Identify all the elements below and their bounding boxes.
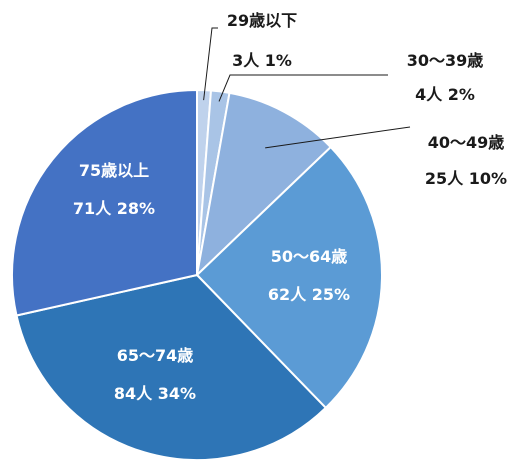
- slice-label-29-under-value: 3人 1%: [232, 51, 292, 70]
- pie-slice-3: [195, 145, 383, 410]
- slice-label-40-49-value: 25人 10%: [425, 169, 507, 188]
- slices-layer: [11, 88, 383, 461]
- slice-label-30-39-value: 4人 2%: [415, 85, 475, 104]
- leader-line-30-39: [218, 74, 388, 102]
- slice-label-65-74-value: 84人 34%: [114, 384, 196, 403]
- slice-label-75-over-name: 75歳以上: [79, 161, 149, 180]
- slice-label-50-64-name: 50〜64歳: [271, 247, 348, 266]
- slice-label-65-74-name: 65〜74歳: [117, 346, 194, 365]
- slice-label-50-64-value: 62人 25%: [268, 285, 350, 304]
- pie-slice-2: [195, 91, 333, 278]
- pie-slice-5: [11, 88, 198, 317]
- leader-line-40-49: [265, 126, 411, 149]
- leader-line-29-under: [203, 27, 218, 101]
- slice-label-29-under-name: 29歳以下: [227, 11, 297, 30]
- slice-label-75-over-value: 71人 28%: [73, 199, 155, 218]
- slice-label-30-39-name: 30〜39歳: [407, 51, 484, 70]
- pie-slice-4: [15, 273, 328, 461]
- leader-lines: [203, 27, 411, 149]
- slice-label-40-49-name: 40〜49歳: [428, 133, 505, 152]
